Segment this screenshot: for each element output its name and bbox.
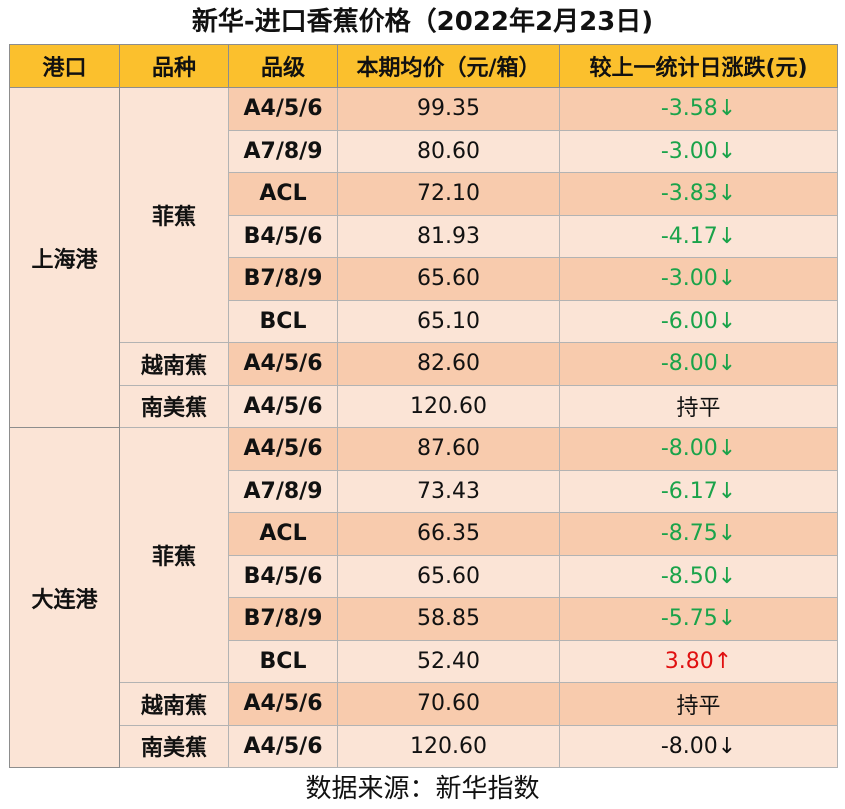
header-change: 较上一统计日涨跌(元) [559,44,838,88]
table-row: BCL 52.40 3.80↑ [10,639,838,683]
table-row: 南美蕉 A4/5/6 120.60 持平 [10,384,838,428]
price-cell: 120.60 [337,724,560,768]
grade-cell: ACL [228,172,338,216]
price-cell: 65.60 [337,554,560,598]
table-row: 越南蕉 A4/5/6 82.60 -8.00↓ [10,342,838,386]
page-title: 新华-进口香蕉价格（2022年2月23日) [191,7,654,37]
change-cell: -3.83↓ [559,172,838,216]
price-cell: 81.93 [337,214,560,258]
change-cell: -8.00↓ [559,724,838,768]
grade-cell: A4/5/6 [228,682,338,726]
table-row: B4/5/6 81.93 -4.17↓ [10,214,838,258]
change-cell: -5.75↓ [559,597,838,641]
grade-cell: A4/5/6 [228,342,338,386]
table-row: 越南蕉 A4/5/6 70.60 持平 [10,682,838,726]
change-cell: -6.17↓ [559,469,838,513]
price-cell: 66.35 [337,512,560,556]
table-row: A7/8/9 73.43 -6.17↓ [10,469,838,513]
change-cell: -4.17↓ [559,214,838,258]
variety-cell: 南美蕉 [119,384,229,428]
header-price: 本期均价（元/箱） [337,44,560,88]
change-cell: -6.00↓ [559,299,838,343]
header-port: 港口 [9,44,120,88]
port-cell: 大连港 [9,427,120,768]
price-cell: 99.35 [337,87,560,131]
grade-cell: B7/8/9 [228,257,338,301]
variety-cell: 越南蕉 [119,682,229,726]
table-row: B4/5/6 65.60 -8.50↓ [10,554,838,598]
price-cell: 120.60 [337,384,560,428]
change-cell: 3.80↑ [559,639,838,683]
grade-cell: B4/5/6 [228,214,338,258]
grade-cell: A4/5/6 [228,724,338,768]
header-variety: 品种 [119,44,229,88]
table-row: 大连港 菲蕉 A4/5/6 87.60 -8.00↓ [9,427,838,768]
price-cell: 87.60 [337,427,560,471]
grade-cell: BCL [228,299,338,343]
price-cell: 82.60 [337,342,560,386]
price-cell: 73.43 [337,469,560,513]
price-cell: 65.60 [337,257,560,301]
variety-cell: 菲蕉 [119,87,229,343]
table-row: B7/8/9 58.85 -5.75↓ [10,597,838,641]
grade-cell: BCL [228,639,338,683]
change-cell: 持平 [559,384,838,428]
grade-cell: A7/8/9 [228,129,338,173]
variety-cell: 南美蕉 [119,724,229,768]
table-row: B7/8/9 65.60 -3.00↓ [10,257,838,301]
grade-cell: ACL [228,512,338,556]
change-cell: -3.00↓ [559,129,838,173]
grade-cell: A4/5/6 [228,87,338,131]
table-row: ACL 66.35 -8.75↓ [10,512,838,556]
price-cell: 72.10 [337,172,560,216]
port-cell: 上海港 [9,87,120,428]
price-cell: 58.85 [337,597,560,641]
price-cell: 52.40 [337,639,560,683]
change-cell: -8.00↓ [559,427,838,471]
table-row: ACL 72.10 -3.83↓ [10,172,838,216]
price-cell: 70.60 [337,682,560,726]
data-source-note: 数据来源：新华指数 [305,774,540,804]
header-grade: 品级 [228,44,338,88]
grade-cell: A4/5/6 [228,427,338,471]
grade-cell: A7/8/9 [228,469,338,513]
grade-cell: B4/5/6 [228,554,338,598]
change-cell: -3.00↓ [559,257,838,301]
price-cell: 80.60 [337,129,560,173]
variety-cell: 菲蕉 [119,427,229,683]
variety-cell: 越南蕉 [119,342,229,386]
table-row: 南美蕉 A4/5/6 120.60 -8.00↓ [10,724,838,768]
grade-cell: B7/8/9 [228,597,338,641]
price-cell: 65.10 [337,299,560,343]
change-cell: -3.58↓ [559,87,838,131]
change-cell: 持平 [559,682,838,726]
table-row: 上海港 菲蕉 A4/5/6 99.35 -3.58↓ [9,87,838,428]
change-cell: -8.50↓ [559,554,838,598]
grade-cell: A4/5/6 [228,384,338,428]
header-row: 港口 品种 品级 本期均价（元/箱） 较上一统计日涨跌(元) [9,44,838,88]
change-cell: -8.00↓ [559,342,838,386]
table-row: A7/8/9 80.60 -3.00↓ [10,129,838,173]
price-table: 港口 品种 品级 本期均价（元/箱） 较上一统计日涨跌(元) 上海港 菲蕉 A4/5… [9,44,838,768]
change-cell: -8.75↓ [559,512,838,556]
